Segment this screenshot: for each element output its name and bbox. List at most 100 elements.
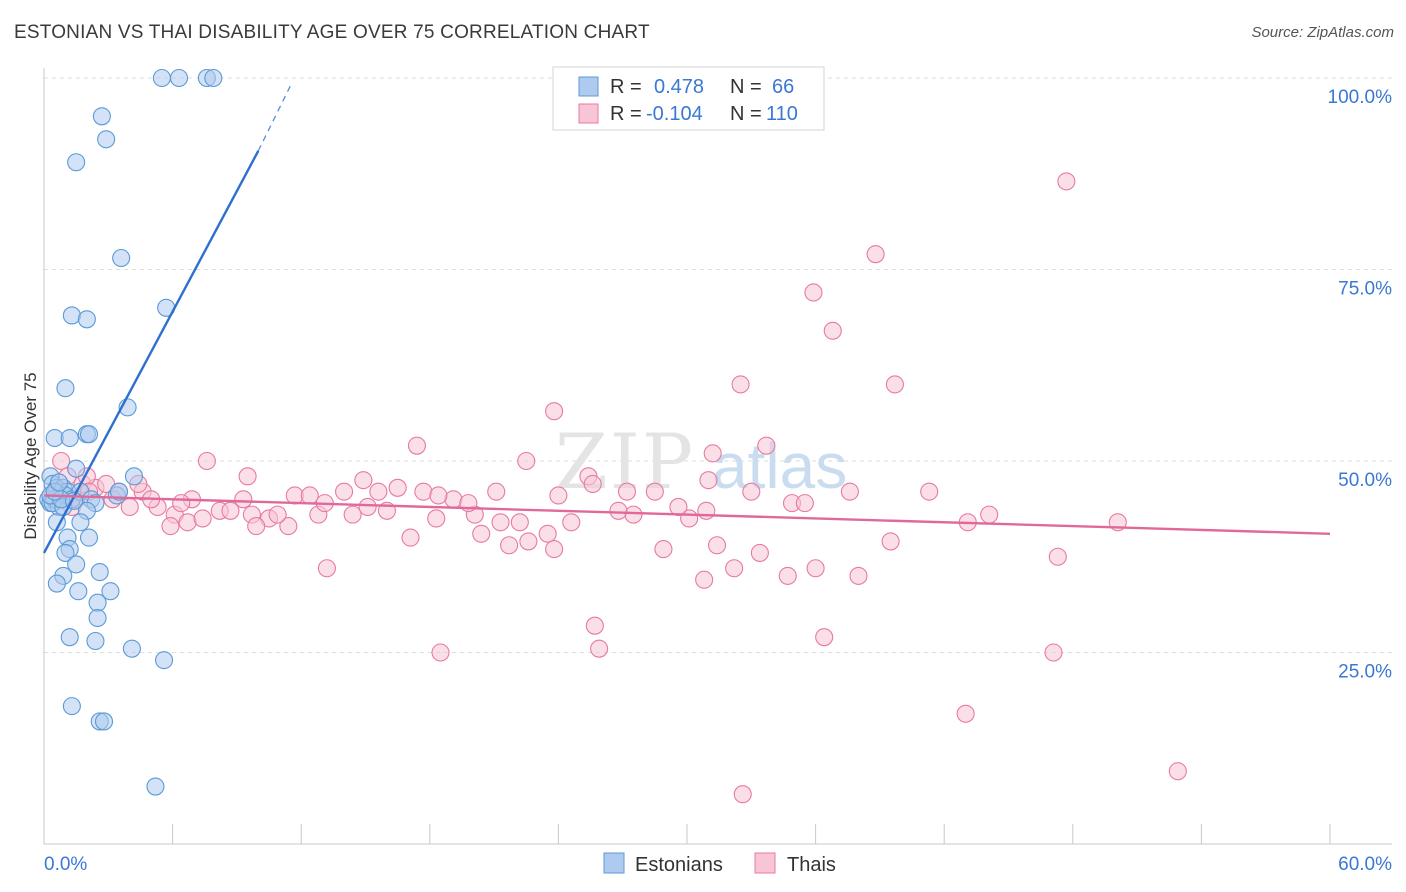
thais-point xyxy=(427,509,446,528)
estonians-point xyxy=(152,68,171,88)
thais-point xyxy=(697,501,716,520)
bottom-legend: Estonians Thais xyxy=(603,852,836,876)
legend-swatch-estonians xyxy=(578,76,599,97)
estonians-point xyxy=(67,153,86,172)
thais-point xyxy=(401,528,420,547)
thais-point xyxy=(178,513,197,532)
estonians-point xyxy=(79,528,99,547)
y-tick-labels: 25.0% 50.0% 75.0% 100.0% xyxy=(1328,87,1393,683)
estonians-point xyxy=(62,306,81,325)
thais-point xyxy=(804,283,823,302)
thais-point xyxy=(388,478,407,497)
bottom-legend-swatch-thais xyxy=(754,852,776,874)
thais-point xyxy=(238,467,257,486)
estonians-point xyxy=(49,473,69,492)
thais-point xyxy=(866,245,885,264)
legend-r-value-thais: -0.104 xyxy=(646,103,703,125)
thais-point xyxy=(725,559,744,578)
thais-point xyxy=(193,509,212,528)
thais-point xyxy=(487,482,506,501)
thais-point xyxy=(491,513,510,532)
thais-point xyxy=(885,375,904,394)
watermark: ZIP atlas xyxy=(555,417,847,506)
thais-point xyxy=(343,505,362,524)
legend-n-value-thais: 110 xyxy=(766,103,798,125)
x-tick-label-start: 0.0% xyxy=(44,854,87,875)
y-tick-label-0: 25.0% xyxy=(1338,662,1392,683)
estonians-point xyxy=(71,513,90,532)
thais-point xyxy=(624,505,643,524)
estonians-point xyxy=(146,777,165,796)
thais-point xyxy=(695,570,714,589)
thais-point xyxy=(1057,172,1076,191)
thais-point xyxy=(699,471,718,490)
legend-swatch-thais xyxy=(578,103,599,124)
thais-point xyxy=(806,559,825,578)
thais-point xyxy=(431,643,450,662)
grid-lines xyxy=(44,77,1392,653)
estonians-point xyxy=(88,593,107,612)
estonians-point xyxy=(67,459,86,478)
estonians-point xyxy=(69,582,88,601)
thais-point xyxy=(1044,643,1063,662)
thais-point xyxy=(510,513,529,532)
thais-point xyxy=(980,505,999,524)
thais-point xyxy=(920,482,939,501)
thais-point xyxy=(849,566,868,585)
y-tick-label-2: 75.0% xyxy=(1338,279,1392,300)
thais-point xyxy=(300,486,319,505)
legend-r-label-estonians: R = xyxy=(610,76,642,98)
trend-lines xyxy=(42,85,1331,554)
y-tick-label-3: 100.0% xyxy=(1328,87,1393,108)
thais-point xyxy=(703,444,722,463)
thais-point xyxy=(585,616,604,635)
x-tick-label-end: 60.0% xyxy=(1338,854,1392,875)
estonians-point xyxy=(62,697,81,716)
thais-point xyxy=(750,543,769,562)
stats-legend: R = 0.478 N = 66 R = -0.104 N = 110 xyxy=(552,66,825,131)
thais-point xyxy=(840,482,859,501)
thais-point xyxy=(197,451,216,471)
estonians-point xyxy=(97,130,116,149)
thais-point xyxy=(815,628,834,647)
estonians-point xyxy=(109,482,129,501)
thais-point xyxy=(335,482,354,501)
thais-point xyxy=(778,566,797,585)
thais-point xyxy=(317,559,336,578)
thais-point xyxy=(279,517,298,536)
thais-point xyxy=(731,375,750,394)
estonians-point xyxy=(124,467,144,486)
thais-point xyxy=(669,497,688,517)
estonians-point xyxy=(204,68,223,88)
y-axis-label: Disability Age Over 75 xyxy=(21,372,40,539)
estonians-point xyxy=(112,248,131,268)
estonians-point xyxy=(56,379,75,398)
thais-point xyxy=(956,704,975,723)
thais-points xyxy=(52,172,1187,804)
thais-point xyxy=(268,505,287,524)
thais-point xyxy=(500,536,519,555)
thais-point xyxy=(545,402,564,421)
axes xyxy=(43,68,1392,845)
estonians-point xyxy=(67,555,86,574)
estonians-points xyxy=(39,68,223,796)
thais-point xyxy=(519,532,538,551)
estonians-point xyxy=(88,608,107,628)
estonians-point xyxy=(122,639,141,658)
thais-point xyxy=(407,436,426,455)
legend-n-label-thais: N = xyxy=(730,103,762,125)
estonians-trend-extension xyxy=(257,85,292,152)
thais-point xyxy=(234,490,253,509)
estonians-point xyxy=(154,651,174,670)
watermark-atlas: atlas xyxy=(712,430,847,502)
estonians-point xyxy=(90,563,109,582)
thais-point xyxy=(429,486,448,505)
thais-point xyxy=(358,497,377,517)
estonians-point xyxy=(79,425,99,444)
estonians-trend-line xyxy=(42,150,260,554)
thais-point xyxy=(654,540,673,559)
thais-point xyxy=(1048,547,1067,566)
legend-n-label-estonians: N = xyxy=(730,76,762,98)
thais-point xyxy=(472,524,491,543)
